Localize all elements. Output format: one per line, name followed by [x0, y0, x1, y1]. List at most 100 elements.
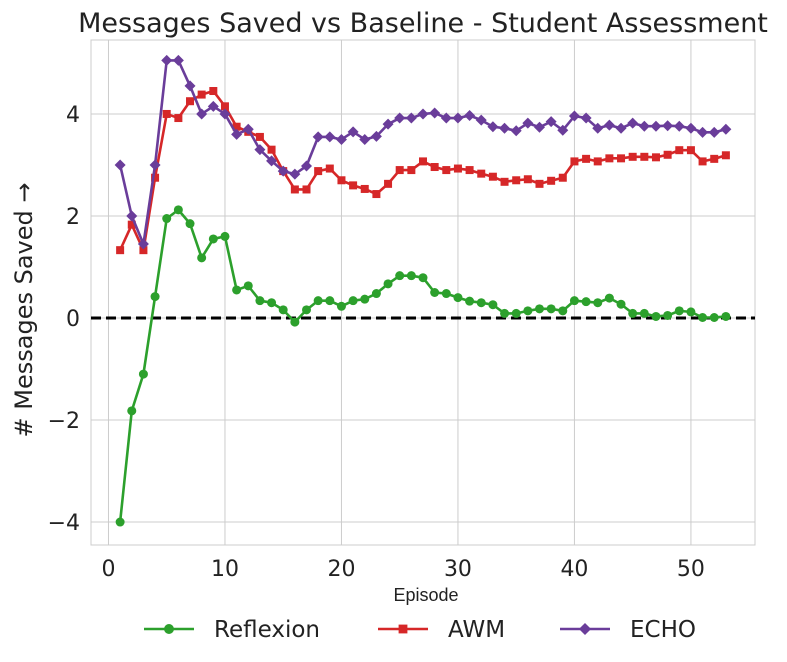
x-tick-label: 30: [444, 557, 472, 582]
awm-point: [465, 166, 474, 175]
reflexion-point: [476, 298, 486, 308]
series-layer: [114, 54, 732, 527]
echo-point: [312, 131, 324, 143]
echo-point: [301, 160, 313, 172]
reflexion-point: [698, 312, 708, 322]
y-tick-label: 0: [66, 307, 80, 332]
awm-point: [617, 154, 626, 163]
echo-point: [720, 123, 732, 135]
awm-point: [419, 157, 427, 166]
echo-point: [184, 80, 196, 92]
reflexion-point: [220, 231, 230, 241]
awm-point: [302, 185, 311, 194]
reflexion-point: [173, 205, 183, 215]
awm-point: [186, 97, 195, 106]
y-tick-label: 4: [66, 103, 80, 128]
reflexion-point: [138, 369, 148, 379]
reflexion-point: [278, 305, 288, 315]
reflexion-point: [243, 281, 253, 291]
chart-title: Messages Saved vs Baseline - Student Ass…: [78, 8, 768, 39]
echo-point: [114, 159, 126, 171]
reflexion-point: [674, 306, 684, 316]
awm-point: [570, 157, 579, 166]
reflexion-point: [325, 296, 335, 306]
echo-point: [603, 119, 615, 131]
echo-point: [545, 116, 557, 128]
reflexion-point: [430, 288, 440, 297]
echo-point: [487, 121, 499, 133]
reflexion-point: [115, 517, 125, 527]
reflexion-point: [721, 311, 731, 321]
series-reflexion: [115, 205, 731, 527]
echo-point: [708, 126, 720, 138]
echo-point: [568, 110, 580, 122]
awm-point: [384, 179, 393, 188]
awm-point: [209, 87, 218, 96]
awm-point: [395, 166, 404, 175]
awm-point: [663, 150, 672, 159]
awm-point: [267, 145, 276, 154]
reflexion-point: [162, 214, 172, 224]
awm-point: [535, 179, 544, 188]
echo-point: [207, 100, 219, 112]
echo-point: [475, 114, 487, 126]
echo-point: [126, 210, 138, 222]
x-tick-label: 20: [327, 557, 355, 582]
reflexion-point: [418, 273, 428, 283]
awm-point: [430, 163, 439, 172]
echo-point: [405, 112, 417, 124]
reflexion-point: [232, 285, 242, 295]
legend: Reflexion AWM ECHO: [144, 617, 696, 643]
reflexion-point: [255, 296, 265, 306]
reflexion-point: [500, 308, 510, 318]
reflexion-point: [604, 293, 614, 303]
reflexion-point: [651, 311, 661, 321]
awm-point: [698, 157, 707, 166]
echo-point: [499, 122, 511, 134]
echo-point: [592, 122, 604, 134]
awm-point: [453, 164, 462, 173]
awm-point: [477, 169, 486, 178]
echo-point: [650, 120, 662, 132]
legend-marker-echo: [578, 622, 592, 636]
echo-point: [172, 54, 184, 66]
echo-point: [697, 126, 709, 138]
x-axis-label: Episode: [393, 585, 458, 605]
reflexion-point: [336, 301, 346, 311]
x-tick-label: 40: [560, 557, 588, 582]
awm-point: [523, 175, 532, 184]
echo-point: [673, 120, 685, 132]
echo-point: [161, 54, 173, 66]
echo-point: [662, 120, 674, 132]
awm-point: [488, 172, 497, 181]
x-tick-label: 0: [101, 557, 115, 582]
legend-marker-awm: [398, 624, 408, 634]
echo-point: [277, 165, 289, 177]
awm-point: [116, 246, 125, 255]
echo-point: [685, 122, 697, 134]
reflexion-point: [395, 271, 405, 281]
echo-point: [452, 112, 464, 124]
reflexion-point: [686, 307, 696, 317]
legend-label-echo: ECHO: [630, 617, 696, 643]
reflexion-point: [371, 289, 381, 299]
reflexion-point: [383, 279, 393, 289]
reflexion-point: [534, 304, 544, 314]
echo-point: [254, 144, 266, 156]
reflexion-point: [150, 292, 160, 302]
legend-item-echo: ECHO: [560, 617, 696, 643]
reflexion-point: [406, 271, 416, 281]
echo-point: [638, 120, 650, 132]
echo-point: [627, 117, 639, 129]
reflexion-point: [523, 306, 533, 316]
awm-point: [255, 132, 264, 141]
awm-point: [605, 154, 614, 163]
y-tick-label: 2: [66, 205, 80, 230]
reflexion-point: [302, 305, 312, 315]
awm-point: [686, 146, 695, 155]
reflexion-point: [569, 296, 579, 306]
echo-point: [335, 133, 347, 145]
awm-point: [593, 157, 602, 166]
awm-point: [675, 146, 684, 155]
